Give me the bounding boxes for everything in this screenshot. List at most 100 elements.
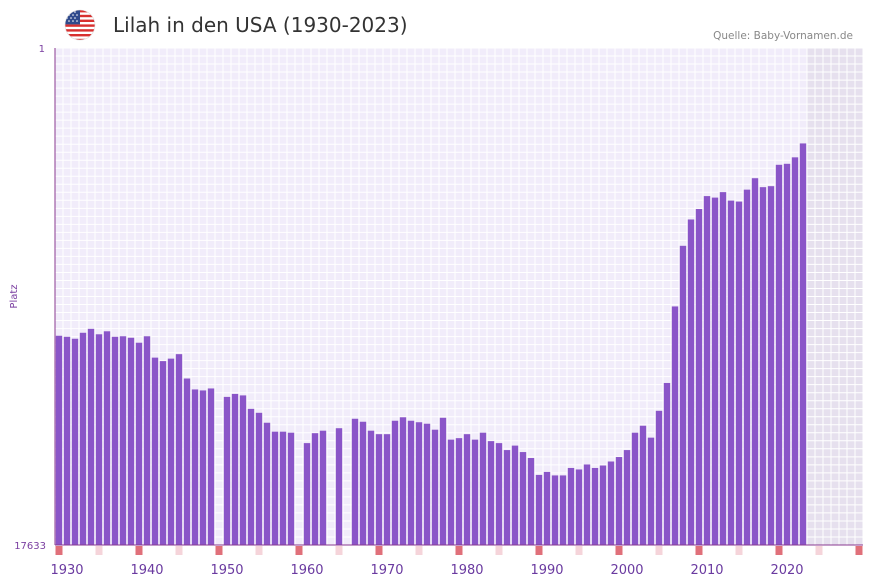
bar-2020 bbox=[783, 163, 791, 545]
bar-2001 bbox=[631, 432, 639, 545]
bar-1994 bbox=[575, 469, 583, 545]
bar-1932 bbox=[79, 332, 87, 545]
bar-1972 bbox=[399, 417, 407, 545]
bar-1945 bbox=[183, 378, 191, 545]
bar-1952 bbox=[239, 395, 247, 545]
bar-1962 bbox=[319, 430, 327, 545]
bar-1954 bbox=[255, 412, 263, 545]
bar-1941 bbox=[151, 357, 159, 545]
bar-1937 bbox=[119, 336, 127, 545]
bar-1984 bbox=[495, 443, 503, 545]
bar-2015 bbox=[743, 189, 751, 545]
half-decade-marker-2024 bbox=[815, 546, 823, 555]
bar-2008 bbox=[687, 219, 695, 545]
bar-1988 bbox=[527, 458, 535, 545]
bar-1957 bbox=[279, 431, 287, 545]
bar-1955 bbox=[263, 422, 271, 545]
bar-2009 bbox=[695, 209, 703, 545]
chart-title: Lilah in den USA (1930-2023) bbox=[113, 13, 408, 37]
half-decade-marker-2004 bbox=[655, 546, 663, 555]
half-decade-marker-2014 bbox=[735, 546, 743, 555]
bar-2011 bbox=[711, 197, 719, 546]
decade-marker-2019 bbox=[775, 546, 783, 555]
x-tick-1960: 1960 bbox=[290, 563, 323, 578]
bar-2019 bbox=[775, 164, 783, 546]
bar-1956 bbox=[271, 431, 279, 545]
bar-1948 bbox=[207, 388, 215, 545]
bar-1979 bbox=[455, 438, 463, 545]
bar-2006 bbox=[671, 306, 679, 545]
bar-1975 bbox=[423, 423, 431, 545]
bar-1938 bbox=[127, 337, 135, 545]
bar-1971 bbox=[391, 420, 399, 545]
half-decade-marker-1954 bbox=[255, 546, 263, 555]
bar-1964 bbox=[335, 428, 343, 545]
x-tick-2020: 2020 bbox=[770, 563, 803, 578]
bar-1991 bbox=[551, 475, 559, 545]
usa-flag-icon bbox=[64, 9, 96, 41]
y-axis-title: Platz bbox=[9, 284, 20, 308]
half-decade-marker-1964 bbox=[335, 546, 343, 555]
x-tick-1930: 1930 bbox=[50, 563, 83, 578]
bar-2005 bbox=[663, 382, 671, 545]
bar-1973 bbox=[407, 420, 415, 545]
bar-1946 bbox=[191, 389, 199, 545]
bar-1976 bbox=[431, 429, 439, 545]
x-tick-1950: 1950 bbox=[210, 563, 243, 578]
bar-1998 bbox=[607, 461, 615, 545]
bar-1933 bbox=[87, 328, 95, 545]
decade-marker-1939 bbox=[135, 546, 143, 555]
bar-1931 bbox=[71, 338, 79, 545]
bar-1990 bbox=[543, 471, 551, 545]
bar-1934 bbox=[95, 334, 103, 545]
bar-1940 bbox=[143, 336, 151, 545]
half-decade-marker-1944 bbox=[175, 546, 183, 555]
half-decade-marker-1974 bbox=[415, 546, 423, 555]
half-decade-marker-1994 bbox=[575, 546, 583, 555]
bar-1983 bbox=[487, 441, 495, 545]
bar-1947 bbox=[199, 390, 207, 545]
bar-1969 bbox=[375, 434, 383, 545]
bar-1943 bbox=[167, 358, 175, 545]
bar-1970 bbox=[383, 434, 391, 545]
bar-2012 bbox=[719, 192, 727, 545]
bar-2021 bbox=[791, 157, 799, 545]
decade-marker-1999 bbox=[615, 546, 623, 555]
x-tick-2000: 2000 bbox=[610, 563, 643, 578]
y-tick-top: 1 bbox=[39, 44, 45, 55]
bar-2000 bbox=[623, 450, 631, 545]
bar-1997 bbox=[599, 465, 607, 545]
bar-2014 bbox=[735, 201, 743, 545]
bar-1966 bbox=[351, 418, 359, 545]
bar-1977 bbox=[439, 417, 447, 545]
bar-2010 bbox=[703, 196, 711, 545]
bar-1942 bbox=[159, 361, 167, 545]
bar-1978 bbox=[447, 439, 455, 545]
bar-1981 bbox=[471, 439, 479, 545]
bar-1935 bbox=[103, 331, 111, 545]
bar-1944 bbox=[175, 354, 183, 545]
bar-1936 bbox=[111, 336, 119, 545]
bar-1960 bbox=[303, 443, 311, 545]
bar-1987 bbox=[519, 452, 527, 545]
source-link[interactable]: Quelle: Baby-Vornamen.de bbox=[713, 30, 853, 42]
bar-1953 bbox=[247, 408, 255, 545]
bar-2018 bbox=[767, 186, 775, 545]
bar-1930 bbox=[63, 336, 71, 545]
decade-marker-1989 bbox=[535, 546, 543, 555]
half-decade-marker-1984 bbox=[495, 546, 503, 555]
decade-marker-2029 bbox=[855, 546, 863, 555]
bar-1958 bbox=[287, 432, 295, 545]
bar-1999 bbox=[615, 457, 623, 545]
bar-1967 bbox=[359, 421, 367, 545]
bar-1989 bbox=[535, 474, 543, 545]
bar-1968 bbox=[367, 430, 375, 545]
bar-1951 bbox=[231, 393, 239, 545]
bar-1982 bbox=[479, 432, 487, 545]
bar-2016 bbox=[751, 178, 759, 546]
half-decade-marker-1934 bbox=[95, 546, 103, 555]
bar-2004 bbox=[655, 410, 663, 545]
x-tick-1990: 1990 bbox=[530, 563, 563, 578]
y-tick-bottom: 17633 bbox=[14, 541, 46, 552]
